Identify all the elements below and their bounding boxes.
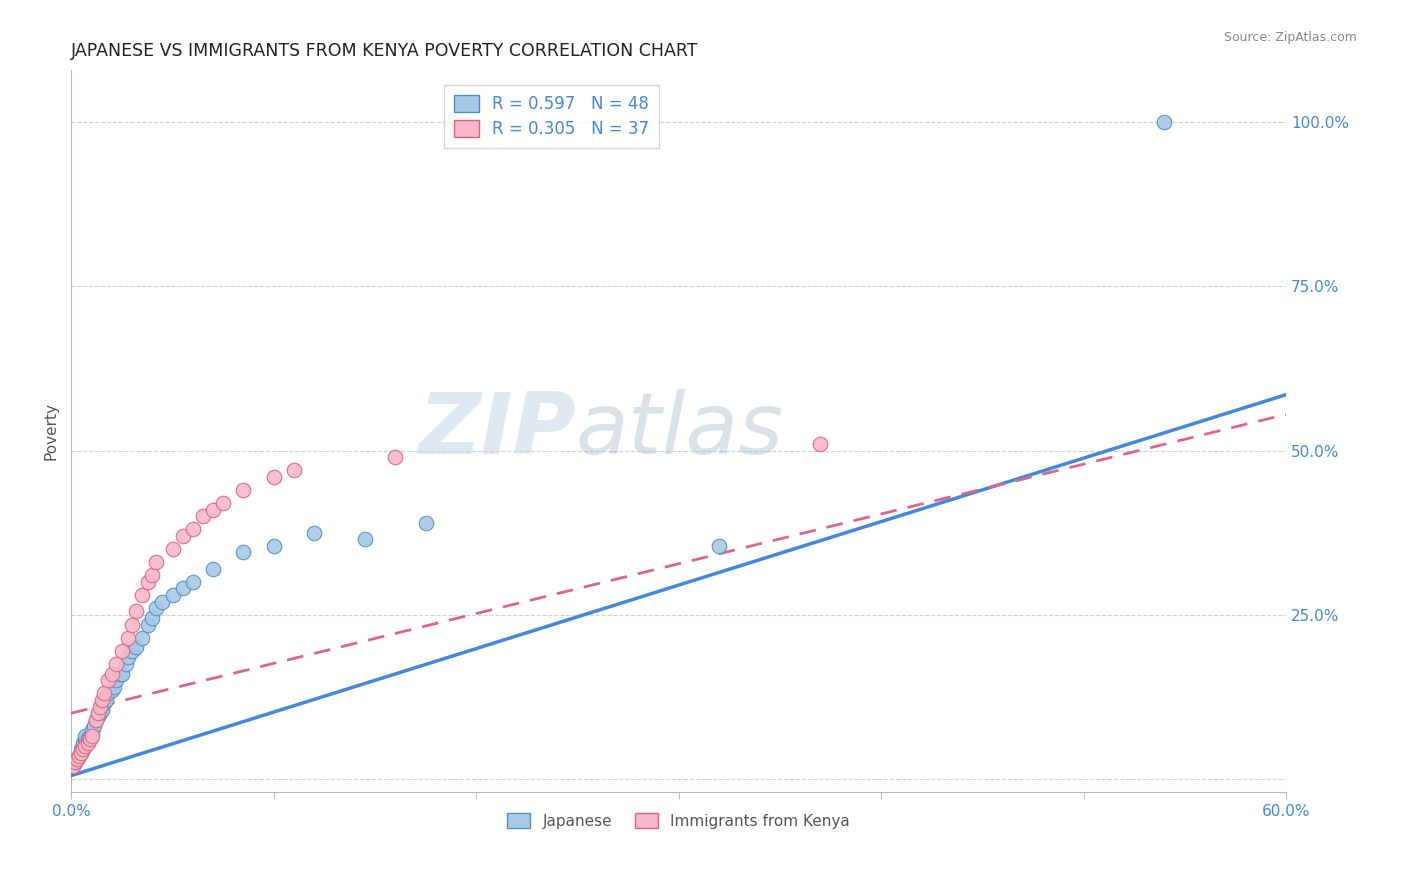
- Point: [70, 746, 93, 760]
- Point: [80, 726, 103, 740]
- Point: [93, 686, 115, 700]
- Point: [232, 545, 254, 559]
- Point: [89, 706, 111, 721]
- Point: [202, 562, 225, 576]
- Text: JAPANESE VS IMMIGRANTS FROM KENYA POVERTY CORRELATION CHART: JAPANESE VS IMMIGRANTS FROM KENYA POVERT…: [72, 42, 699, 60]
- Point: [145, 555, 167, 569]
- Point: [65, 756, 87, 770]
- Point: [104, 673, 127, 688]
- Point: [79, 732, 101, 747]
- Point: [72, 736, 94, 750]
- Point: [117, 631, 139, 645]
- Point: [136, 617, 159, 632]
- Point: [202, 502, 225, 516]
- Point: [131, 631, 153, 645]
- Point: [415, 516, 437, 530]
- Point: [172, 529, 194, 543]
- Point: [304, 525, 326, 540]
- Point: [94, 693, 117, 707]
- Point: [152, 594, 174, 608]
- Point: [79, 729, 101, 743]
- Point: [80, 729, 103, 743]
- Point: [172, 582, 194, 596]
- Point: [76, 732, 98, 747]
- Point: [136, 574, 159, 589]
- Point: [1153, 115, 1175, 129]
- Point: [86, 706, 108, 721]
- Point: [111, 644, 134, 658]
- Point: [162, 541, 184, 556]
- Point: [283, 463, 305, 477]
- Point: [62, 758, 84, 772]
- Point: [121, 617, 143, 632]
- Point: [263, 469, 285, 483]
- Text: Source: ZipAtlas.com: Source: ZipAtlas.com: [1223, 31, 1357, 45]
- Point: [75, 729, 97, 743]
- Point: [66, 752, 89, 766]
- Point: [111, 666, 134, 681]
- Point: [181, 574, 204, 589]
- Point: [67, 748, 90, 763]
- Point: [101, 666, 124, 681]
- Point: [93, 696, 115, 710]
- Point: [72, 742, 94, 756]
- Point: [263, 539, 285, 553]
- Point: [97, 686, 120, 700]
- Point: [75, 739, 97, 753]
- Point: [125, 604, 148, 618]
- Point: [108, 666, 131, 681]
- Point: [84, 713, 107, 727]
- Point: [97, 673, 120, 688]
- Point: [707, 539, 730, 553]
- Point: [232, 483, 254, 497]
- Point: [89, 699, 111, 714]
- Point: [84, 713, 107, 727]
- Point: [90, 696, 112, 710]
- Point: [162, 588, 184, 602]
- Point: [67, 748, 90, 763]
- Point: [121, 644, 143, 658]
- Point: [131, 588, 153, 602]
- Y-axis label: Poverty: Poverty: [44, 401, 58, 459]
- Text: atlas: atlas: [575, 389, 783, 472]
- Point: [103, 680, 125, 694]
- Point: [70, 742, 93, 756]
- Point: [115, 657, 138, 671]
- Point: [181, 522, 204, 536]
- Point: [90, 693, 112, 707]
- Point: [145, 601, 167, 615]
- Point: [117, 650, 139, 665]
- Point: [125, 640, 148, 655]
- Point: [141, 611, 163, 625]
- Point: [90, 703, 112, 717]
- Point: [75, 732, 97, 747]
- Point: [80, 723, 103, 737]
- Text: ZIP: ZIP: [418, 389, 575, 472]
- Point: [72, 739, 94, 753]
- Point: [83, 719, 105, 733]
- Point: [66, 752, 89, 766]
- Point: [86, 709, 108, 723]
- Point: [191, 509, 214, 524]
- Point: [76, 736, 98, 750]
- Point: [353, 532, 375, 546]
- Point: [65, 756, 87, 770]
- Point: [70, 746, 93, 760]
- Point: [212, 496, 235, 510]
- Point: [104, 657, 127, 671]
- Point: [62, 758, 84, 772]
- Point: [101, 683, 124, 698]
- Point: [384, 450, 406, 464]
- Legend: Japanese, Immigrants from Kenya: Japanese, Immigrants from Kenya: [502, 806, 856, 835]
- Point: [808, 437, 831, 451]
- Point: [141, 568, 163, 582]
